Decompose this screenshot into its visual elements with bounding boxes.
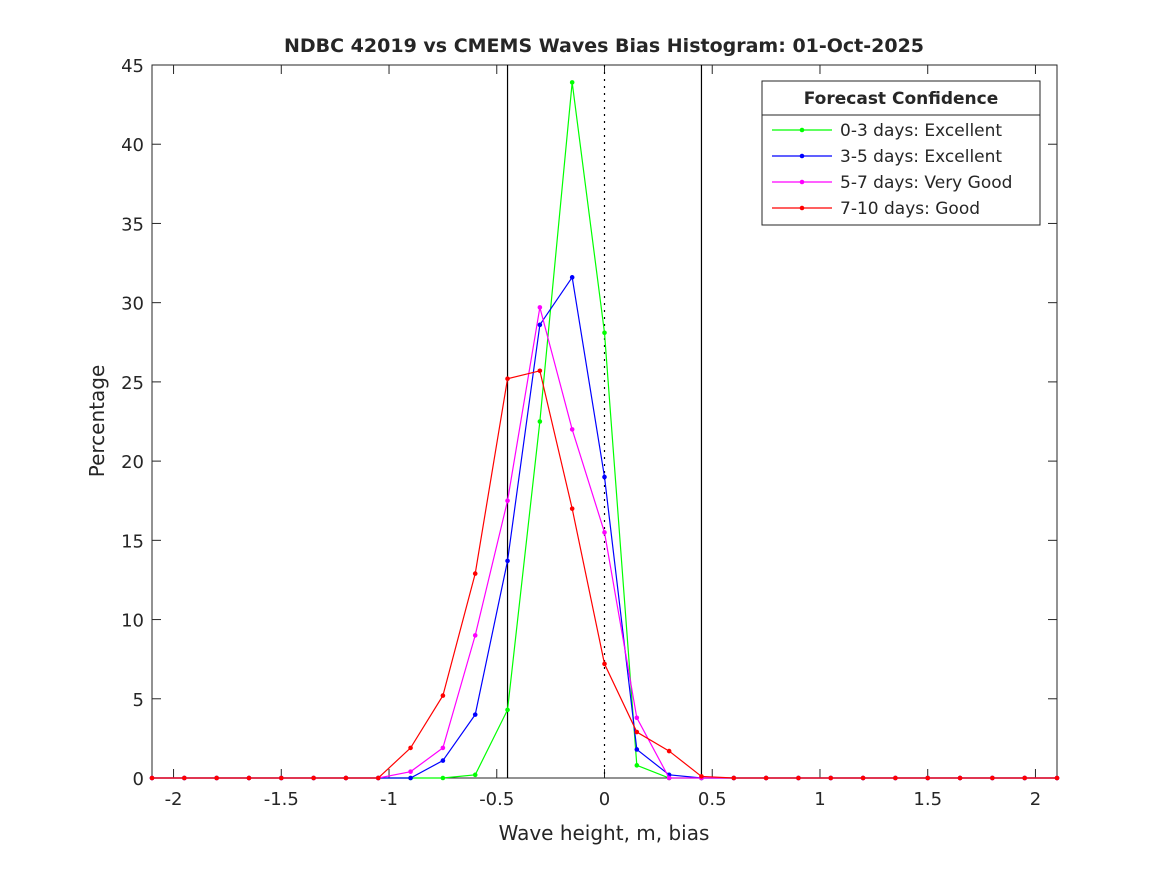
y-tick-label: 40 — [121, 135, 144, 156]
y-tick-label: 5 — [133, 690, 144, 711]
data-point — [602, 661, 607, 667]
data-point — [569, 427, 575, 432]
data-point — [408, 775, 413, 781]
data-point — [602, 474, 607, 480]
data-point — [634, 715, 640, 721]
data-point — [990, 775, 995, 781]
data-point — [408, 745, 413, 751]
y-tick-label: 35 — [121, 214, 144, 235]
data-point — [893, 775, 898, 781]
data-point — [537, 419, 543, 424]
data-point — [569, 506, 575, 511]
data-point — [440, 745, 446, 751]
x-tick-label: -1.5 — [264, 789, 299, 810]
y-tick-label: 20 — [121, 452, 144, 473]
x-tick-label: 0 — [599, 789, 610, 810]
data-point — [666, 748, 672, 754]
data-point — [666, 775, 672, 781]
data-point — [472, 712, 478, 717]
data-point — [505, 707, 510, 713]
legend: Forecast Confidence 0-3 days: Excellent 3-… — [761, 80, 1041, 226]
y-tick-label: 25 — [121, 373, 144, 394]
data-point — [408, 769, 413, 774]
data-point — [505, 376, 510, 382]
y-tick-label: 45 — [121, 56, 144, 77]
data-point — [796, 775, 801, 781]
data-point — [278, 775, 284, 781]
data-point — [957, 775, 963, 781]
data-point — [375, 775, 381, 781]
data-point — [925, 775, 931, 781]
legend-title: Forecast Confidence — [804, 89, 999, 109]
y-axis-label: Percentage — [85, 365, 109, 478]
data-point — [537, 322, 543, 328]
legend-box — [761, 80, 1041, 226]
data-point — [731, 775, 737, 781]
data-point — [214, 775, 219, 781]
x-tick-label: -2 — [165, 789, 183, 810]
data-point — [634, 729, 640, 735]
legend-entry: 5-7 days: Very Good — [840, 173, 1012, 193]
data-point — [1022, 775, 1027, 781]
y-tick-label: 15 — [121, 531, 144, 552]
x-tick-label: -0.5 — [479, 789, 514, 810]
legend-entry: 0-3 days: Excellent — [840, 121, 1002, 141]
data-point — [505, 558, 510, 564]
x-tick-label: 2 — [1030, 789, 1041, 810]
data-point — [537, 305, 543, 310]
legend-marker — [799, 153, 805, 159]
data-point — [472, 571, 478, 576]
data-point — [828, 775, 834, 781]
x-tick-label: 0.5 — [698, 789, 727, 810]
data-point — [440, 693, 446, 698]
data-point — [472, 772, 478, 778]
data-point — [246, 775, 252, 781]
data-point — [149, 775, 155, 781]
y-tick-label: 30 — [121, 294, 144, 315]
x-axis-label: Wave height, m, bias — [499, 821, 710, 845]
data-point — [569, 275, 575, 280]
data-point — [343, 775, 349, 781]
data-point — [569, 80, 575, 85]
legend-marker — [799, 179, 805, 185]
data-point — [634, 763, 640, 768]
chart-title: NDBC 42019 vs CMEMS Waves Bias Histogram… — [284, 35, 924, 57]
legend-marker — [799, 127, 805, 133]
data-point — [602, 330, 607, 336]
y-tick-label: 10 — [121, 611, 144, 632]
data-point — [1054, 775, 1060, 781]
data-point — [440, 775, 446, 781]
x-tick-label: 1 — [814, 789, 825, 810]
data-point — [182, 775, 187, 781]
y-tick-label: 0 — [133, 769, 144, 790]
x-tick-label: 1.5 — [913, 789, 942, 810]
data-point — [311, 775, 316, 781]
data-point — [634, 747, 640, 752]
data-point — [537, 368, 543, 374]
data-point — [472, 633, 478, 638]
data-point — [763, 775, 769, 781]
data-point — [440, 758, 446, 763]
data-point — [699, 774, 704, 779]
data-point — [505, 498, 510, 504]
x-tick-label: -1 — [380, 789, 398, 810]
legend-entry: 3-5 days: Excellent — [840, 147, 1002, 167]
legend-marker — [799, 205, 805, 211]
data-point — [860, 775, 866, 781]
legend-entry: 7-10 days: Good — [840, 199, 980, 219]
data-point — [602, 530, 607, 535]
